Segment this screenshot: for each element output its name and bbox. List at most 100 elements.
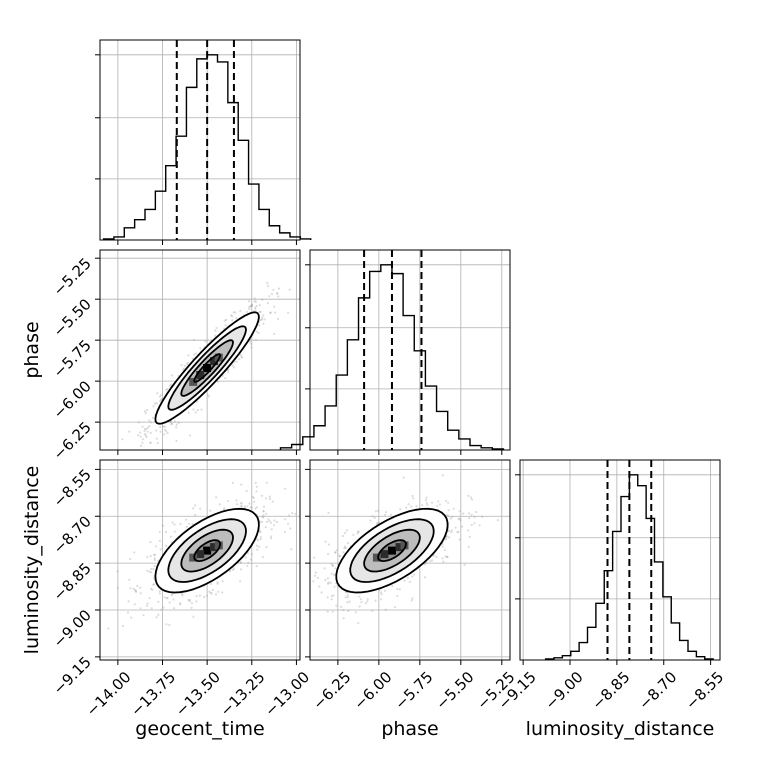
scatter-point: [268, 495, 271, 498]
scatter-point: [287, 311, 290, 314]
scatter-point: [376, 521, 379, 525]
scatter-point: [163, 596, 166, 599]
scatter-point: [160, 398, 163, 401]
scatter-point: [478, 524, 481, 527]
density-cell: [400, 541, 409, 550]
scatter-point: [214, 334, 217, 337]
scatter-point: [437, 500, 440, 503]
scatter-point: [438, 503, 441, 506]
scatter-point: [254, 507, 257, 510]
scatter-point: [195, 600, 198, 603]
panel-luminosity_distance-vs-phase: [312, 474, 499, 625]
scatter-point: [216, 380, 219, 383]
scatter-point: [155, 429, 158, 432]
contour-2sigma: [335, 507, 449, 594]
scatter-point: [155, 545, 158, 548]
scatter-point: [335, 604, 338, 607]
scatter-point: [193, 504, 197, 507]
scatter-point: [137, 434, 140, 437]
scatter-point: [271, 500, 274, 503]
tick-label-phase: −6.25: [50, 418, 95, 463]
scatter-point: [261, 556, 264, 559]
scatter-point: [496, 519, 499, 522]
scatter-point: [462, 512, 465, 515]
scatter-point: [143, 433, 146, 436]
scatter-point: [411, 575, 414, 578]
scatter-point: [182, 368, 185, 371]
scatter-point: [128, 430, 131, 433]
scatter-point: [402, 476, 405, 479]
scatter-point: [421, 504, 424, 507]
scatter-point: [186, 361, 190, 364]
scatter-point: [376, 509, 379, 512]
scatter-point: [157, 600, 160, 604]
scatter-point: [255, 485, 258, 488]
scatter-point: [277, 317, 280, 320]
scatter-point: [380, 593, 383, 596]
scatter-point: [151, 416, 155, 419]
scatter-point: [127, 600, 130, 603]
scatter-point: [354, 611, 357, 614]
scatter-point: [396, 594, 399, 598]
panel-frame-phase-phase: [309, 249, 511, 451]
scatter-point: [346, 541, 349, 545]
scatter-point: [330, 598, 333, 601]
scatter-point: [261, 316, 264, 319]
scatter-point: [250, 303, 254, 306]
scatter-point: [230, 314, 233, 317]
histogram-phase: [279, 264, 505, 450]
ylabel-luminosity-distance: luminosity_distance: [21, 466, 43, 655]
scatter-point: [444, 538, 447, 541]
scatter-point: [248, 340, 251, 343]
scatter-point: [470, 523, 473, 527]
scatter-point: [454, 526, 457, 529]
scatter-point: [143, 410, 147, 413]
scatter-point: [266, 302, 270, 305]
scatter-point: [231, 315, 234, 318]
scatter-point: [164, 428, 167, 431]
scatter-point: [199, 507, 202, 510]
tick-label-phase: −6.25: [309, 668, 354, 713]
scatter-point: [318, 585, 321, 588]
scatter-point: [218, 503, 221, 506]
scatter-point: [449, 517, 452, 520]
scatter-point: [255, 305, 258, 308]
scatter-point: [373, 516, 376, 520]
scatter-point: [149, 421, 153, 424]
scatter-point: [323, 567, 326, 570]
scatter-point: [195, 352, 198, 355]
scatter-point: [173, 523, 176, 526]
scatter-point: [171, 521, 174, 524]
scatter-point: [448, 529, 451, 533]
scatter-point: [160, 394, 163, 397]
tick-label-luminosity_distance: −8.70: [50, 512, 95, 557]
scatter-point: [169, 421, 172, 424]
scatter-point: [326, 596, 329, 599]
scatter-point: [159, 400, 162, 403]
scatter-point: [139, 586, 142, 589]
scatter-point: [344, 596, 347, 599]
scatter-point: [378, 589, 381, 592]
scatter-point: [121, 438, 124, 441]
scatter-point: [192, 507, 195, 510]
scatter-point: [262, 314, 265, 317]
scatter-point: [163, 433, 166, 436]
scatter-point: [136, 584, 139, 588]
scatter-point: [223, 507, 226, 510]
scatter-point: [258, 545, 261, 548]
scatter-point: [331, 564, 334, 567]
scatter-point: [326, 577, 329, 580]
scatter-point: [456, 531, 459, 534]
tick-label-phase: −5.25: [50, 254, 95, 299]
scatter-point: [158, 395, 161, 398]
scatter-point: [235, 503, 239, 506]
scatter-point: [384, 608, 387, 611]
scatter-point: [457, 530, 460, 533]
scatter-point: [144, 434, 147, 437]
histogram-luminosity_distance: [544, 474, 714, 660]
scatter-point: [314, 574, 317, 578]
scatter-point: [263, 318, 266, 321]
scatter-point: [272, 524, 275, 527]
scatter-point: [148, 425, 151, 428]
scatter-point: [247, 300, 251, 303]
